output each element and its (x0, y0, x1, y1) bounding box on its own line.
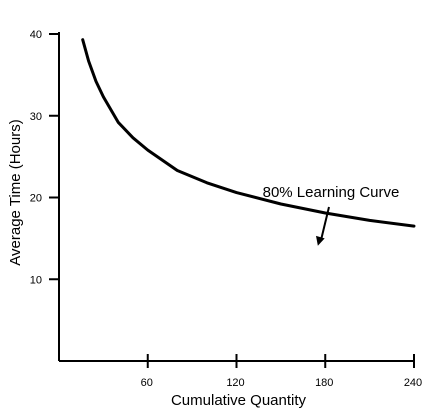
y-tick-label: 30 (30, 111, 42, 123)
annotation-arrow-head (316, 235, 325, 246)
annotation-arrow-shaft (319, 206, 330, 241)
y-tick-label: 40 (30, 29, 42, 41)
x-tick-label: 60 (141, 377, 153, 389)
x-axis-title: Cumulative Quantity (171, 392, 307, 409)
x-tick-label: 120 (226, 377, 244, 389)
x-tick-label: 240 (404, 377, 422, 389)
y-ticks: 10 20 30 40 (30, 29, 60, 286)
y-tick-label: 10 (30, 274, 42, 286)
x-tick-label: 180 (315, 377, 333, 389)
y-axis-title: Average Time (Hours) (7, 119, 24, 265)
curve-annotation-label: 80% Learning Curve (263, 184, 400, 201)
plot-area (81, 38, 416, 228)
y-tick-label: 20 (30, 193, 42, 205)
annotations: 80% Learning Curve (263, 184, 400, 246)
learning-curve-line (81, 38, 416, 228)
x-ticks: 60 120 180 240 (141, 354, 422, 389)
